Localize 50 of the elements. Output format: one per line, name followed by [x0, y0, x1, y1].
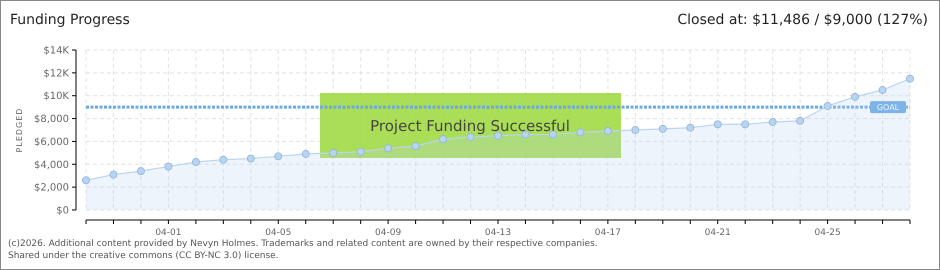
point	[412, 142, 420, 150]
point	[906, 74, 914, 83]
point	[714, 120, 722, 128]
point	[576, 128, 584, 136]
x-tick-label: 04-13	[484, 228, 512, 238]
chart-subtitle: Closed at: $11,486 / $9,000 (127%)	[677, 12, 928, 28]
point	[192, 158, 200, 166]
point	[164, 162, 172, 171]
x-tick-label: 04-05	[265, 228, 292, 238]
point	[136, 167, 145, 176]
point	[82, 176, 90, 184]
y-tick-label: $8,000	[34, 114, 69, 126]
point	[246, 154, 255, 163]
point	[631, 126, 640, 134]
point	[219, 156, 228, 164]
y-tick-label: $6,000	[34, 136, 69, 148]
point	[384, 144, 392, 152]
text: Shared under the creative commons (CC BY-NC 3.0) license.	[8, 251, 279, 261]
y-tick-label: $0	[56, 206, 69, 216]
chart-title: Funding Progress	[10, 12, 130, 28]
point	[356, 148, 365, 156]
point	[851, 92, 860, 101]
x-tick-label: 04-09	[375, 228, 402, 238]
point	[878, 86, 886, 94]
point	[824, 102, 832, 110]
annotation: Project Funding Successful	[370, 117, 570, 135]
y-tick-label: $10K	[43, 91, 70, 102]
y-tick-label: $2,000	[34, 182, 69, 194]
y-axis-title: PLEDGED	[15, 108, 24, 152]
point	[604, 127, 612, 136]
y-tick-label: $4,000	[34, 160, 69, 171]
point	[686, 124, 694, 132]
point	[302, 150, 310, 158]
point	[658, 124, 667, 133]
x-tick-label: 04-21	[704, 228, 731, 238]
point	[741, 120, 750, 128]
ref-line-label: GOAL	[876, 102, 900, 112]
text: (c)2026. Additional content provided by Nevyn Holmes. Trademarks and related content are owned by their respective companies.	[8, 239, 598, 249]
point	[796, 116, 804, 125]
point	[110, 170, 118, 179]
x-tick-label: 04-17	[594, 228, 621, 238]
x-tick-label: 04-01	[155, 228, 182, 238]
point	[274, 152, 282, 160]
point	[768, 118, 777, 126]
y-tick-label: $14K	[43, 46, 70, 56]
y-tick-label: $12K	[43, 68, 70, 80]
point	[494, 132, 502, 140]
point	[329, 148, 338, 157]
x-tick-label: 04-25	[814, 228, 841, 238]
point	[439, 135, 448, 144]
